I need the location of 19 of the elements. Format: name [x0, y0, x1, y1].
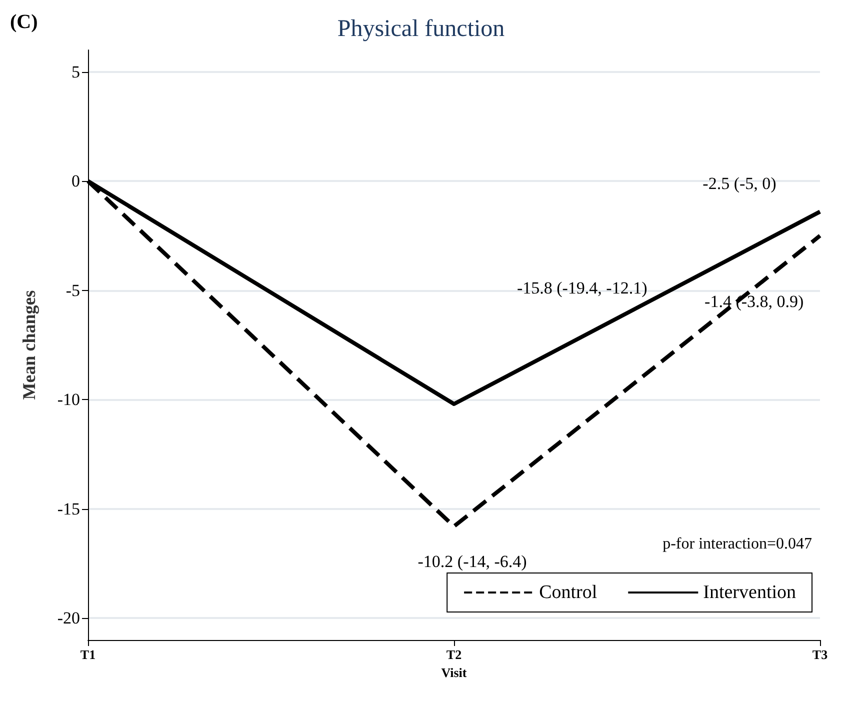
annotation: -10.2 (-14, -6.4) — [418, 552, 527, 571]
y-tick-label: 0 — [72, 172, 80, 191]
x-axis-title: Visit — [441, 664, 468, 680]
annotation: p-for interaction=0.047 — [662, 536, 812, 552]
legend-label: Control — [539, 582, 598, 603]
y-tick-label: -15 — [57, 499, 80, 518]
annotation: -15.8 (-19.4, -12.1) — [516, 278, 648, 298]
y-tick-label: -10 — [57, 390, 80, 410]
annotation: -2.5 (-5, 0) — [702, 174, 776, 193]
text: (C) — [10, 11, 38, 33]
y-tick-label: 5 — [72, 62, 80, 82]
legend-label: Intervention — [703, 582, 796, 603]
y-tick-label: -20 — [57, 608, 80, 628]
x-tick-label: T1 — [80, 647, 96, 662]
x-tick-label: T2 — [446, 647, 462, 662]
y-tick-label: -5 — [66, 280, 80, 300]
x-tick-label: T3 — [812, 647, 828, 662]
chart-title: Physical function — [337, 16, 505, 42]
y-axis-title: Mean changes — [19, 290, 39, 400]
